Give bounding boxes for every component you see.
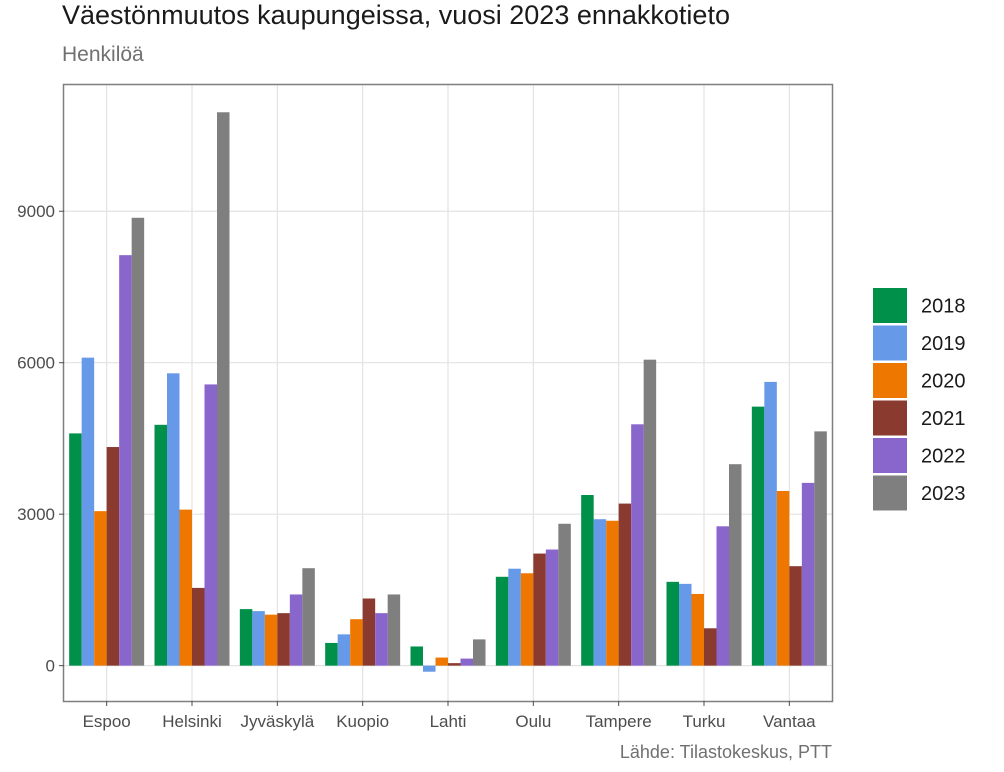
legend-swatch-2018 <box>873 288 907 323</box>
bar-espoo-2020 <box>94 511 107 666</box>
bar-tampere-2023 <box>643 359 657 666</box>
bar-espoo-2021 <box>106 447 120 666</box>
bar-espoo-2022 <box>119 255 132 666</box>
bar-lahti-2023 <box>473 639 486 666</box>
bar-tampere-2019 <box>593 519 607 666</box>
legend-label-2018: 2018 <box>921 296 966 318</box>
bar-espoo-2018 <box>69 433 82 666</box>
chart-subtitle: Henkilöä <box>62 43 144 66</box>
x-tick-label-vantaa: Vantaa <box>763 712 816 731</box>
y-tick-label: 6000 <box>17 354 55 373</box>
bar-jyväskylä-2023 <box>302 568 315 666</box>
legend-swatch-2020 <box>873 363 907 398</box>
axes: 0 3000 6000 9000 Espoo Helsinki Jyväskylä Kuopi… <box>17 202 816 731</box>
bar-oulu-2019 <box>508 568 521 666</box>
bar-vantaa-2023 <box>814 431 827 666</box>
bar-oulu-2022 <box>545 549 559 666</box>
x-tick-label-turku: Turku <box>683 712 726 731</box>
bar-helsinki-2018 <box>154 424 167 666</box>
legend-swatch-2022 <box>873 438 907 473</box>
x-tick-label-espoo: Espoo <box>83 712 131 731</box>
x-tick-label-tampere: Tampere <box>586 712 652 731</box>
x-tick-label-oulu: Oulu <box>515 712 551 731</box>
bar-vantaa-2018 <box>751 406 765 666</box>
bar-kuopio-2021 <box>362 598 376 666</box>
legend-label-2020: 2020 <box>921 371 966 393</box>
bar-helsinki-2021 <box>192 587 205 666</box>
bar-helsinki-2020 <box>179 509 192 666</box>
bar-espoo-2023 <box>131 217 145 666</box>
bar-jyväskylä-2019 <box>252 611 265 666</box>
y-tick-label: 9000 <box>17 202 55 221</box>
bar-lahti-2018 <box>410 646 423 666</box>
bar-jyväskylä-2022 <box>289 594 303 666</box>
bar-vantaa-2020 <box>776 490 790 666</box>
source-caption: Lähde: Tilastokeskus, PTT <box>619 742 832 762</box>
bar-jyväskylä-2021 <box>277 613 290 666</box>
bar-lahti-2020 <box>435 657 448 666</box>
bar-lahti-2019 <box>423 665 436 672</box>
legend: 2018 2019 2020 2021 2022 2023 <box>873 288 966 511</box>
bar-jyväskylä-2018 <box>239 609 253 666</box>
bar-kuopio-2022 <box>375 613 388 666</box>
bar-tampere-2018 <box>581 494 594 666</box>
bar-vantaa-2022 <box>801 482 815 666</box>
bar-turku-2022 <box>716 526 729 666</box>
legend-swatch-2023 <box>873 475 907 511</box>
bar-kuopio-2019 <box>337 634 351 666</box>
bar-turku-2019 <box>679 583 692 666</box>
legend-swatch-2019 <box>873 325 907 361</box>
bar-oulu-2023 <box>558 523 571 666</box>
bar-turku-2018 <box>666 581 679 666</box>
bar-turku-2021 <box>704 628 717 666</box>
legend-label-2021: 2021 <box>921 408 966 430</box>
bar-espoo-2019 <box>81 357 95 666</box>
bar-vantaa-2021 <box>789 566 802 666</box>
bar-kuopio-2018 <box>325 642 338 666</box>
bar-vantaa-2019 <box>764 381 777 666</box>
bar-helsinki-2023 <box>217 112 230 666</box>
bar-oulu-2020 <box>520 573 534 666</box>
x-tick-label-jyväskylä: Jyväskylä <box>240 712 314 731</box>
bar-turku-2020 <box>691 593 704 666</box>
bar-oulu-2021 <box>533 553 546 666</box>
legend-label-2023: 2023 <box>921 483 966 505</box>
legend-label-2022: 2022 <box>921 446 966 468</box>
bar-lahti-2022 <box>460 658 473 666</box>
bar-kuopio-2020 <box>350 619 363 666</box>
legend-label-2019: 2019 <box>921 333 966 355</box>
x-tick-label-kuopio: Kuopio <box>336 712 389 731</box>
legend-swatch-2021 <box>873 400 907 436</box>
bar-helsinki-2019 <box>167 373 180 666</box>
bar-oulu-2018 <box>495 576 509 666</box>
x-tick-label-helsinki: Helsinki <box>162 712 222 731</box>
bars <box>69 112 827 672</box>
chart-title: Väestönmuutos kaupungeissa, vuosi 2023 e… <box>62 0 730 30</box>
bar-turku-2023 <box>729 464 742 666</box>
bar-tampere-2020 <box>606 520 619 666</box>
bar-lahti-2021 <box>448 663 461 666</box>
y-tick-label: 0 <box>46 657 55 676</box>
bar-helsinki-2022 <box>204 384 217 666</box>
bar-tampere-2021 <box>618 503 632 666</box>
y-tick-label: 3000 <box>17 505 55 524</box>
bar-tampere-2022 <box>631 424 644 666</box>
bar-kuopio-2023 <box>387 594 401 666</box>
x-tick-label-lahti: Lahti <box>430 712 467 731</box>
bar-jyväskylä-2020 <box>264 614 278 666</box>
